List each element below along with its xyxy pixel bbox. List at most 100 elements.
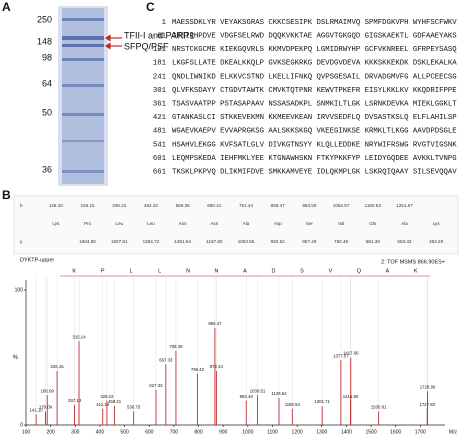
peak-label: 667.33 — [159, 357, 173, 362]
peak-label: 536.75 — [127, 405, 141, 410]
ion-b: 1251.67 — [396, 203, 413, 208]
peak-label: 1728.86 — [420, 384, 436, 389]
peak-label: 1530.81 — [371, 405, 387, 410]
residue-number: 121 — [153, 46, 167, 54]
x-tick-label: 1000 — [242, 429, 253, 435]
ion-y: 780.46 — [334, 239, 348, 244]
sequence-line: LKGFSLLATE DKEALKKQLP GVKSEGKRKG DEVDGVD… — [172, 60, 457, 68]
sequence-line: TSASVAATPP PSTASAPAAV NSSASADKPL SNMKILT… — [172, 101, 457, 109]
y-axis-label: % — [13, 355, 19, 361]
sequence-line: GHSIRHPDVE VDGFSELRWD DQQKVKKTAE AGGVTGK… — [172, 33, 457, 41]
sequence-letter: P — [101, 268, 105, 274]
x-axis-label: M/z — [449, 429, 458, 435]
x-tick-label: 700 — [170, 429, 179, 435]
panel-label: C — [146, 0, 155, 14]
y-tick-label: 0 — [20, 422, 23, 428]
ion-b: 1180.63 — [365, 203, 382, 208]
x-tick-label: 400 — [96, 429, 105, 435]
ion-b: 953.50 — [302, 203, 316, 208]
ion-y: 482.29 — [429, 239, 443, 244]
ion-table-bg — [13, 195, 459, 255]
marker-label: 98 — [42, 52, 52, 62]
x-tick-label: 100 — [22, 429, 31, 435]
sequence-letter: K — [414, 268, 418, 274]
ion-y: 1507.81 — [111, 239, 128, 244]
marker-label: 64 — [42, 78, 52, 88]
residue-number: 181 — [153, 60, 167, 68]
sequence-letter: K — [72, 268, 76, 274]
peak-label: 141.10 — [30, 407, 44, 412]
peak-label: 1126.54 — [271, 391, 287, 396]
residue: Gln — [369, 221, 377, 226]
band-label: TFII-I and PARP1 — [124, 30, 194, 40]
residue: Ala — [401, 221, 408, 226]
residue: Leu — [115, 221, 123, 226]
peak-label: 872.44 — [210, 364, 224, 369]
peak-label: 795.42 — [191, 367, 205, 372]
sequence-letter: N — [186, 268, 190, 274]
residue: Lys — [433, 221, 441, 226]
ion-b: 866.47 — [271, 203, 285, 208]
ion-y: 681.39 — [366, 239, 380, 244]
gel-bands — [62, 18, 104, 173]
residue-number: 361 — [153, 101, 167, 109]
ion-y: 1281.64 — [174, 239, 191, 244]
peak-label: 1301.71 — [314, 399, 330, 404]
x-tick-label: 1200 — [292, 429, 303, 435]
peak-label: 226.15 — [51, 364, 65, 369]
residue-number: 61 — [157, 33, 166, 41]
panel-label: B — [2, 188, 11, 202]
x-tick-label: 800 — [194, 429, 203, 435]
peak-label: 708.39 — [169, 344, 183, 349]
sequence-letter: A — [243, 268, 247, 274]
x-tick-label: 1300 — [316, 429, 327, 435]
x-tick-label: 1400 — [341, 429, 352, 435]
residue-number: 421 — [153, 114, 167, 122]
x-tick-label: 1500 — [365, 429, 376, 435]
y-tick-label: 100 — [15, 287, 24, 293]
x-tick-label: 600 — [145, 429, 154, 435]
peak-label: 428.22 — [100, 394, 114, 399]
ion-y: 982.52 — [271, 239, 285, 244]
panel-label: A — [2, 0, 11, 14]
ion-row-label: y — [20, 239, 23, 244]
peak-label: 1039.51 — [250, 388, 266, 393]
sequence-line: QNDLIWNIKD ELKKVCSTND LKELLIFNKQ QVPSGES… — [172, 73, 457, 81]
band-label: SFPQ/PSF — [124, 41, 169, 51]
x-tick-label: 200 — [46, 429, 55, 435]
marker-label: 36 — [42, 164, 52, 174]
peak-label: 1377.57 — [333, 353, 349, 358]
marker-label: 148 — [37, 36, 52, 46]
peak-label: 627.33 — [149, 383, 163, 388]
residue: Lys — [52, 221, 60, 226]
spectrum-title: DYKTP-upper — [20, 257, 54, 263]
x-tick-label: 300 — [71, 429, 80, 435]
peak-label: 186.09 — [41, 388, 55, 393]
residue: Asp — [274, 221, 282, 226]
x-tick-label: 1100 — [267, 429, 278, 435]
peak-label: 315.14 — [72, 334, 86, 339]
ion-b: 339.24 — [112, 203, 126, 208]
sequence-line: LEQMPSKEDA IEHFMKLYEE KTGNAWHSKN FTKYPKK… — [172, 155, 457, 163]
ion-b: 566.36 — [176, 203, 190, 208]
sequence-letter: L — [130, 268, 133, 274]
ion-y: 1604.86 — [79, 239, 96, 244]
residue-number: 661 — [153, 169, 167, 177]
sequence-letter: A — [385, 268, 389, 274]
residue: Ala — [243, 221, 250, 226]
sequence-letter: S — [300, 268, 304, 274]
peak-label: 297.13 — [68, 398, 82, 403]
ion-y: 1167.60 — [206, 239, 223, 244]
sequence-line: WGAEVKAEPV EVVAPRGKSG AALSKKSKGQ VKEEGIN… — [172, 128, 457, 136]
x-tick-label: 900 — [219, 429, 228, 435]
peak-label: 179.09 — [39, 405, 53, 410]
ion-y: 553.33 — [397, 239, 411, 244]
residue-number: 601 — [153, 155, 167, 163]
residue: Leu — [147, 221, 155, 226]
residue: Asn — [179, 221, 187, 226]
sequence-letter: N — [215, 268, 219, 274]
ion-b: 751.44 — [239, 203, 253, 208]
arrows — [104, 34, 122, 50]
peak-label: 993.49 — [240, 394, 254, 399]
